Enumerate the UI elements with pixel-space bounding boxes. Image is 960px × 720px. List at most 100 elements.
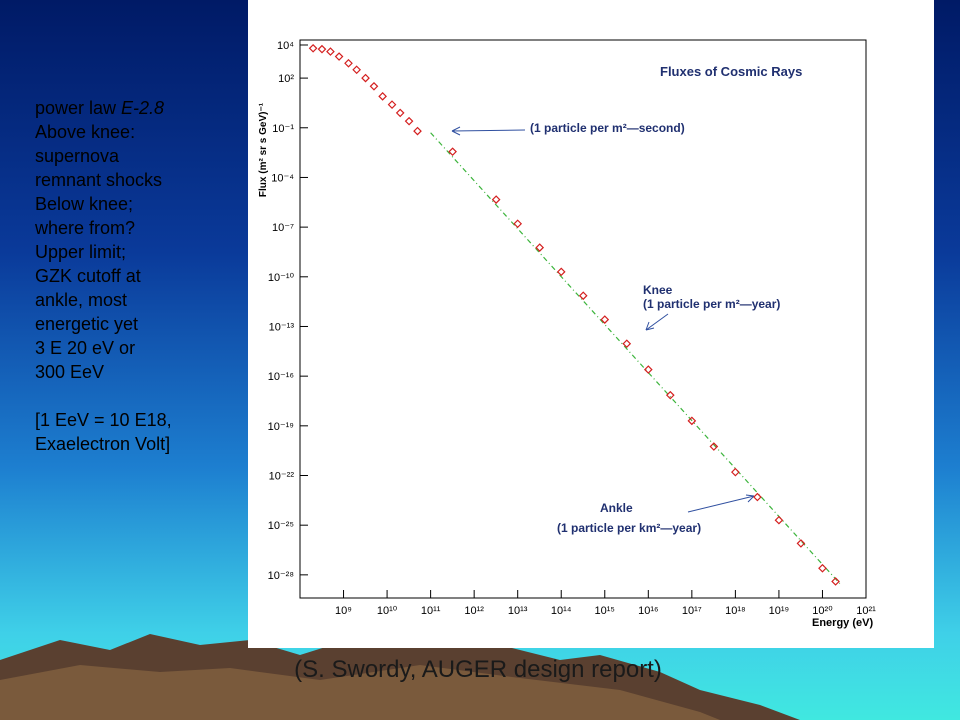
annotation: Ankle xyxy=(600,501,633,515)
y-tick-label: 10⁻¹³ xyxy=(269,321,295,333)
arrow xyxy=(645,313,669,331)
y-tick-label: 10⁻¹⁰ xyxy=(268,272,295,284)
data-point xyxy=(709,442,719,451)
text-span: Above knee: xyxy=(35,122,136,142)
data-point xyxy=(448,147,457,157)
y-axis-label: Flux (m² sr s GeV)⁻¹ xyxy=(258,102,269,197)
text-span: power law xyxy=(35,98,122,118)
data-point xyxy=(731,467,740,477)
y-tick-label: 10⁻¹⁹ xyxy=(268,421,294,433)
data-point xyxy=(831,577,840,586)
caption: (S. Swordy, AUGER design report) xyxy=(294,656,662,683)
data-point xyxy=(308,43,318,53)
text-span: where from? xyxy=(35,218,136,238)
data-point xyxy=(361,73,370,83)
text-span: GZK cutoff at xyxy=(35,266,141,286)
y-tick-label: 10⁻⁷ xyxy=(272,222,294,234)
text-span: Exaelectron Volt] xyxy=(35,434,171,454)
x-tick-label: 10¹⁰ xyxy=(377,605,398,617)
data-point xyxy=(378,92,387,101)
data-point xyxy=(395,108,405,118)
annotation: (1 particle per km²—year) xyxy=(557,521,701,535)
x-tick-label: 10¹⁴ xyxy=(551,605,572,617)
text-span: 3 E 20 eV or xyxy=(35,338,136,358)
annotation: (1 particle per m²—year) xyxy=(643,297,780,311)
x-tick-label: 10⁹ xyxy=(335,605,352,617)
x-tick-label: 10²⁰ xyxy=(812,605,833,617)
plot-frame xyxy=(299,39,867,599)
text-span: ankle, most xyxy=(35,290,128,310)
x-tick-label: 10¹¹ xyxy=(421,605,441,617)
data-point xyxy=(413,126,422,136)
text-line: power law E-2.8 xyxy=(35,96,172,120)
data-point xyxy=(387,100,397,109)
text-span: E-2.8 xyxy=(121,98,165,118)
x-tick-label: 10¹⁸ xyxy=(725,605,746,617)
y-tick-label: 10⁻⁴ xyxy=(271,172,294,184)
data-point xyxy=(404,116,414,126)
data-point xyxy=(818,563,827,573)
data-point xyxy=(753,492,762,502)
text-span: Upper limit; xyxy=(35,242,127,262)
data-point xyxy=(600,315,610,324)
data-point xyxy=(513,219,523,229)
text-line: remnant shocks xyxy=(35,168,172,192)
data-point xyxy=(334,52,344,61)
text-line: Above knee: xyxy=(35,120,172,144)
x-tick-label: 10¹² xyxy=(464,605,484,617)
text-line: Below knee; xyxy=(35,192,172,216)
text-span: energetic yet xyxy=(35,314,139,334)
y-tick-label: 10⁻²² xyxy=(269,471,295,483)
data-point xyxy=(578,291,588,301)
text-line: 300 EeV xyxy=(35,360,172,384)
arrow-head xyxy=(451,126,461,136)
y-tick-label: 10⁻²⁸ xyxy=(268,570,294,582)
x-tick-label: 10²¹ xyxy=(856,605,876,617)
text-line: GZK cutoff at xyxy=(35,264,172,288)
y-tick-label: 10⁻¹⁶ xyxy=(268,371,294,383)
annotation: Knee xyxy=(643,283,673,297)
x-tick-label: 10¹³ xyxy=(508,605,528,617)
fit-line xyxy=(430,132,841,584)
annotation: (1 particle per m²—second) xyxy=(530,121,685,135)
text-span: Below knee; xyxy=(35,194,134,214)
y-tick-label: 10⁻¹ xyxy=(272,123,294,135)
y-tick-label: 10² xyxy=(278,73,294,85)
data-point xyxy=(352,65,361,75)
data-point xyxy=(344,58,353,68)
text-span: 300 EeV xyxy=(35,362,105,382)
arrow xyxy=(451,129,526,132)
side-text: power law E-2.8 Above knee: supernova remna… xyxy=(35,96,172,456)
text-span: remnant shocks xyxy=(35,170,163,190)
data-point xyxy=(665,390,675,400)
data-point xyxy=(556,267,566,277)
data-point xyxy=(491,195,501,204)
text-line: where from? xyxy=(35,216,172,240)
text-line: ankle, most xyxy=(35,288,172,312)
data-point xyxy=(796,539,806,548)
text-line: [1 EeV = 10 E18, xyxy=(35,408,172,432)
arrow-head xyxy=(745,494,755,503)
data-point xyxy=(317,44,327,54)
y-tick-label: 10⁴ xyxy=(277,40,294,52)
chart-panel xyxy=(248,0,934,648)
text-line: Upper limit; xyxy=(35,240,172,264)
text-line: 3 E 20 eV or xyxy=(35,336,172,360)
arrow xyxy=(687,495,755,513)
text-line: energetic yet xyxy=(35,312,172,336)
text-span: supernova xyxy=(35,146,120,166)
data-point xyxy=(774,515,784,525)
data-point xyxy=(369,81,379,91)
text-line: Exaelectron Volt] xyxy=(35,432,172,456)
data-point xyxy=(622,339,632,349)
x-tick-label: 10¹⁷ xyxy=(682,605,702,617)
y-tick-label: 10⁻²⁵ xyxy=(268,520,294,532)
data-point xyxy=(326,47,335,56)
chart-title: Fluxes of Cosmic Rays xyxy=(660,64,802,79)
data-point xyxy=(643,365,653,374)
x-axis-label: Energy (eV) xyxy=(812,617,873,629)
data-point xyxy=(535,243,545,252)
